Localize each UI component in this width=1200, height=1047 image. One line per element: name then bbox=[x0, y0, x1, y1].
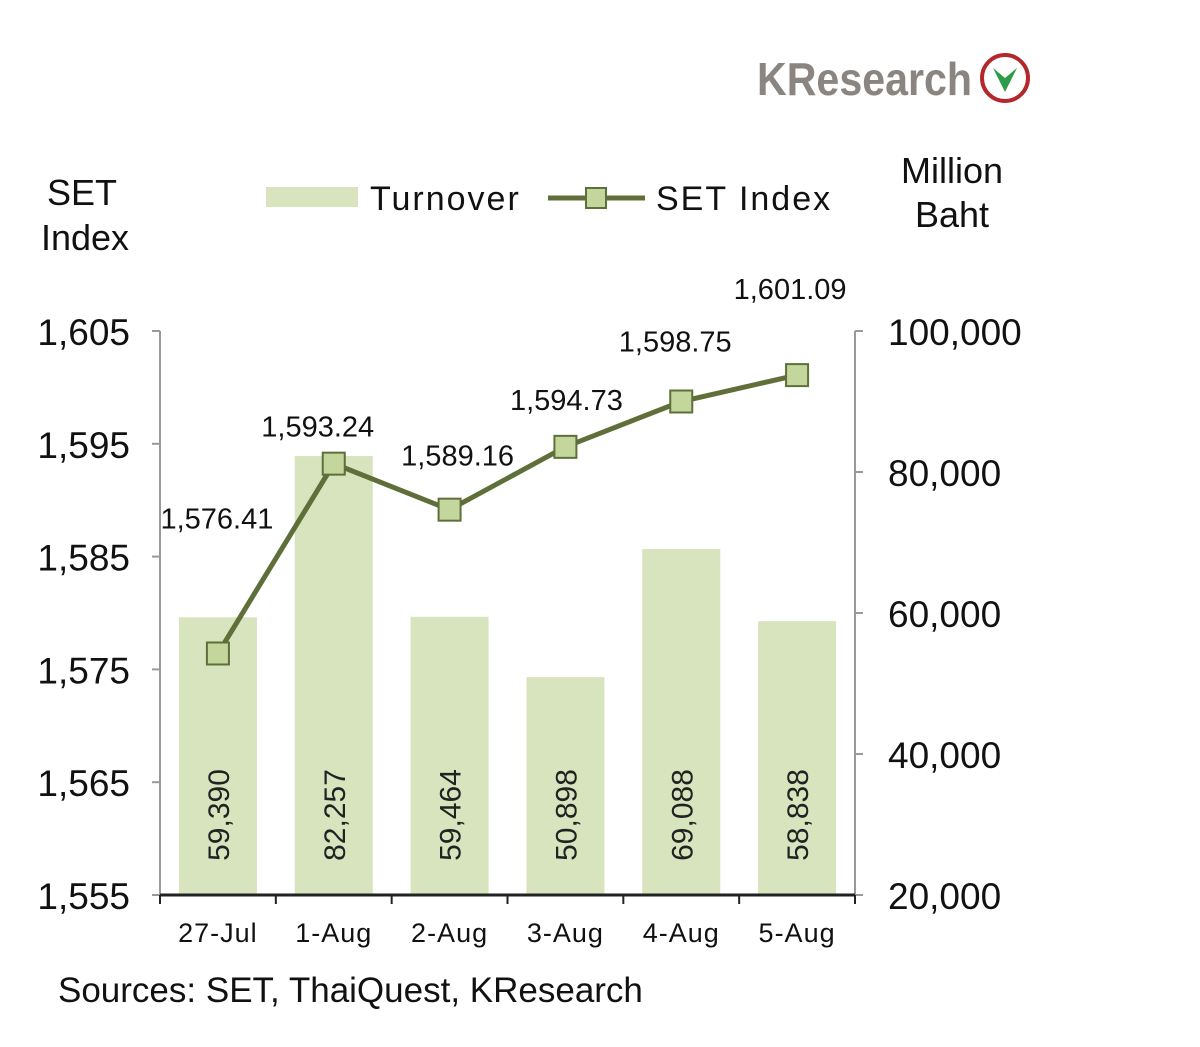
left-axis-tick-label: 1,595 bbox=[37, 425, 130, 466]
right-axis-tick-label: 60,000 bbox=[888, 594, 1001, 635]
left-axis-tick-label: 1,575 bbox=[37, 650, 130, 691]
legend-set-index-label: SET Index bbox=[656, 180, 832, 218]
right-axis-tick-label: 20,000 bbox=[888, 876, 1001, 917]
turnover-bar-label: 58,838 bbox=[782, 769, 815, 861]
left-axis-tick-label: 1,585 bbox=[37, 538, 130, 579]
logo-leaf-icon bbox=[993, 68, 1017, 92]
legend-set-index-marker bbox=[585, 187, 607, 209]
set-index-data-label: 1,576.41 bbox=[160, 503, 273, 535]
set-index-data-label: 1,589.16 bbox=[401, 441, 514, 473]
legend-turnover-swatch bbox=[266, 187, 358, 207]
right-axis-title-line2: Baht bbox=[915, 194, 989, 235]
set-index-data-label: 1,593.24 bbox=[261, 412, 374, 444]
right-axis-tick-label: 100,000 bbox=[888, 312, 1022, 353]
turnover-bar-label: 50,898 bbox=[550, 769, 583, 861]
x-axis-tick-label: 5-Aug bbox=[759, 918, 836, 948]
left-axis-title-line2: Index bbox=[41, 217, 129, 258]
turnover-bar bbox=[642, 548, 721, 895]
set-index-data-label: 1,601.09 bbox=[734, 274, 847, 306]
x-axis-tick-label: 3-Aug bbox=[527, 918, 604, 948]
kresearch-logo: KResearch bbox=[757, 53, 1030, 105]
turnover-bar-label: 69,088 bbox=[666, 769, 699, 861]
turnover-bar bbox=[294, 456, 373, 895]
set-index-data-label: 1,598.75 bbox=[619, 327, 732, 359]
source-note: Sources: SET, ThaiQuest, KResearch bbox=[58, 971, 643, 1010]
x-axis-tick-label: 1-Aug bbox=[295, 918, 372, 948]
left-axis-tick-label: 1,565 bbox=[37, 763, 130, 804]
legend: Turnover SET Index bbox=[266, 180, 832, 218]
turnover-bar-label: 59,464 bbox=[435, 769, 468, 861]
x-axis-tick-label: 27-Jul bbox=[178, 918, 258, 948]
right-axis-title-line1: Million bbox=[901, 150, 1003, 191]
set-index-marker bbox=[321, 451, 346, 476]
left-axis-title-line1: SET bbox=[47, 172, 117, 213]
set-index-marker bbox=[437, 497, 462, 522]
turnover-bar bbox=[526, 677, 605, 895]
x-axis-tick-label: 2-Aug bbox=[411, 918, 488, 948]
set-index-data-label: 1,594.73 bbox=[510, 385, 623, 417]
right-axis-tick-label: 80,000 bbox=[888, 453, 1001, 494]
turnover-bar bbox=[758, 621, 837, 895]
set-index-marker bbox=[553, 434, 578, 459]
turnover-bar-label: 59,390 bbox=[203, 769, 236, 861]
logo-text: KResearch bbox=[757, 53, 972, 105]
set-index-line bbox=[215, 372, 798, 655]
turnover-bar bbox=[410, 616, 489, 895]
right-axis-tick-label: 40,000 bbox=[888, 735, 1001, 776]
set-index-marker bbox=[785, 363, 810, 388]
x-axis-tick-label: 4-Aug bbox=[643, 918, 720, 948]
legend-turnover-label: Turnover bbox=[370, 180, 521, 218]
set-index-marker bbox=[669, 389, 694, 414]
set-index-marker bbox=[205, 641, 230, 666]
left-axis-tick-label: 1,555 bbox=[37, 876, 130, 917]
turnover-bar-label: 82,257 bbox=[319, 769, 352, 861]
left-axis-tick-label: 1,605 bbox=[37, 312, 130, 353]
